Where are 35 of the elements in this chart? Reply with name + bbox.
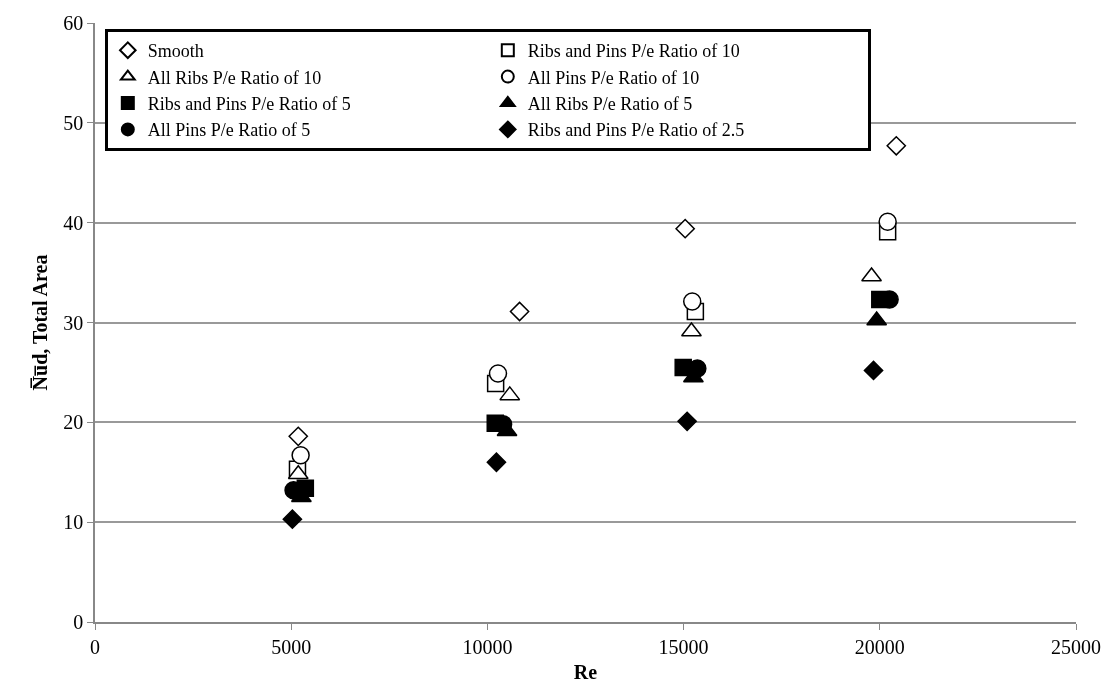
legend-label: Ribs and Pins P/e Ratio of 2.5 — [527, 120, 745, 141]
legend-label: All Ribs P/e Ratio of 10 — [147, 67, 322, 88]
y-tick-label: 30 — [63, 311, 84, 334]
x-tick-label: 5000 — [271, 635, 312, 658]
x-tick-label: 20000 — [854, 635, 905, 658]
point — [863, 360, 884, 381]
x-tick-label: 15000 — [658, 635, 709, 658]
point — [486, 452, 507, 473]
point — [488, 364, 508, 383]
y-tick-label: 40 — [63, 211, 84, 234]
x-tick-label: 25000 — [1051, 635, 1101, 658]
point — [677, 411, 697, 432]
y-tick-label: 0 — [73, 611, 84, 633]
point — [509, 301, 530, 322]
legend-label: Ribs and Pins P/e Ratio of 5 — [147, 94, 351, 115]
y-tick-label: 60 — [63, 12, 84, 34]
point — [291, 446, 310, 465]
y-axis-title: N̅u̅d, Total Area — [29, 254, 52, 391]
legend-label: All Pins P/e Ratio of 5 — [147, 120, 311, 141]
point — [682, 292, 702, 311]
y-tick-label: 50 — [63, 111, 84, 134]
point — [886, 135, 907, 156]
point — [282, 509, 303, 530]
point — [675, 218, 696, 239]
point — [878, 212, 897, 231]
legend-label: Ribs and Pins P/e Ratio of 10 — [527, 41, 740, 62]
point — [288, 426, 309, 447]
x-tick-label: 10000 — [462, 635, 513, 658]
x-axis-title: Re — [573, 660, 598, 683]
y-tick-label: 10 — [63, 511, 84, 534]
x-tick-label: 0 — [90, 635, 100, 658]
legend-label: Smooth — [147, 41, 204, 62]
legend-label: All Ribs P/e Ratio of 5 — [527, 94, 693, 115]
y-tick-label: 20 — [63, 411, 84, 434]
legend-label: All Pins P/e Ratio of 10 — [527, 67, 700, 88]
